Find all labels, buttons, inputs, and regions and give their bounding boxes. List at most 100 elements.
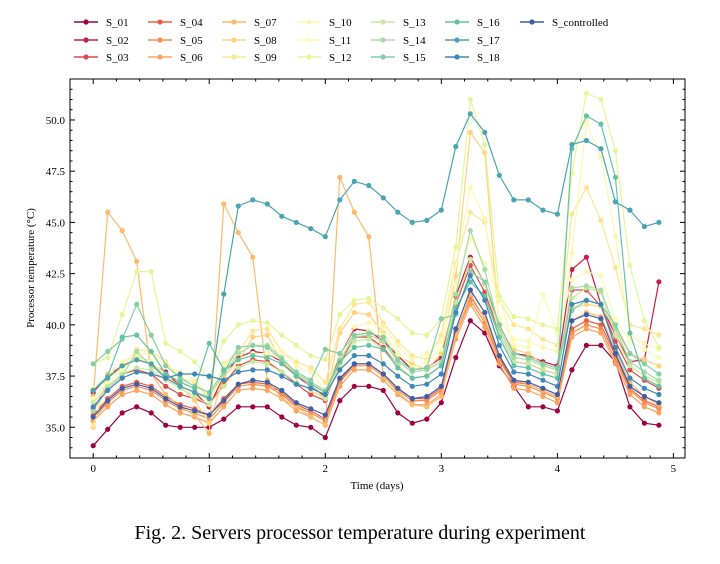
data-point — [656, 383, 662, 389]
data-point — [598, 326, 604, 332]
legend-item: S_09 — [222, 52, 277, 64]
data-point — [148, 361, 154, 367]
data-point — [583, 90, 590, 96]
data-point — [250, 381, 256, 387]
data-point — [438, 346, 444, 352]
data-point — [598, 287, 604, 293]
data-point — [308, 226, 314, 232]
legend-swatch-marker — [380, 19, 386, 25]
data-point — [583, 322, 590, 328]
series-line — [92, 186, 660, 426]
data-point — [380, 361, 386, 367]
series-line — [92, 115, 660, 394]
data-point — [525, 361, 531, 367]
legend-swatch-marker — [83, 37, 89, 43]
data-point — [467, 269, 473, 275]
data-point — [482, 324, 488, 330]
data-point — [351, 361, 357, 367]
data-point — [235, 357, 241, 363]
data-point — [409, 402, 415, 408]
legend-label: S_controlled — [552, 17, 609, 29]
data-point — [293, 219, 299, 225]
data-point — [641, 400, 648, 406]
data-point — [656, 332, 662, 338]
data-point — [467, 273, 473, 279]
data-point — [525, 387, 531, 393]
series-line — [92, 274, 660, 408]
data-point — [192, 371, 198, 377]
data-point — [293, 400, 299, 406]
data-point — [656, 422, 662, 428]
data-point — [453, 262, 459, 268]
data-point — [656, 363, 662, 369]
data-point — [525, 355, 531, 361]
legend-item: S_04 — [148, 17, 203, 29]
data-point — [525, 197, 531, 203]
data-point — [656, 279, 662, 285]
legend-swatch-marker — [83, 19, 89, 25]
data-point — [540, 344, 546, 350]
data-point — [525, 379, 531, 385]
data-point — [612, 322, 619, 328]
legend-label: S_15 — [403, 52, 426, 64]
legend-item: S_03 — [74, 52, 129, 64]
data-point — [453, 291, 459, 297]
data-point — [540, 377, 546, 383]
data-point — [511, 342, 517, 348]
data-point — [308, 369, 314, 375]
figure-caption: Fig. 2. Servers processor temperature du… — [134, 522, 586, 544]
data-point — [438, 207, 444, 213]
data-point — [293, 408, 299, 414]
data-point — [308, 353, 314, 359]
legend-swatch-marker — [306, 19, 312, 25]
series-layer — [90, 90, 662, 449]
data-point — [250, 254, 256, 260]
legend-swatch-marker — [157, 37, 163, 43]
data-point — [380, 305, 386, 311]
legend-label: S_03 — [106, 52, 129, 64]
legend-swatch-marker — [306, 54, 312, 60]
data-point — [163, 371, 169, 377]
data-point — [293, 359, 299, 365]
data-point — [424, 217, 430, 223]
legend-item: S_06 — [148, 52, 203, 64]
data-point — [322, 434, 328, 441]
data-point — [148, 332, 154, 338]
series-s-16 — [90, 113, 662, 395]
data-point — [105, 355, 111, 361]
data-point — [119, 391, 125, 398]
data-point — [627, 359, 633, 365]
data-point — [206, 430, 212, 436]
legend-swatch-marker — [231, 37, 237, 43]
data-point — [177, 404, 183, 410]
data-point — [583, 297, 590, 303]
data-point — [453, 309, 459, 316]
data-point — [641, 404, 648, 410]
data-point — [569, 330, 575, 336]
data-point — [308, 406, 314, 412]
data-point — [482, 279, 488, 285]
data-point — [540, 322, 546, 328]
data-point — [395, 338, 401, 344]
series-s-03 — [90, 262, 662, 412]
data-point — [293, 342, 299, 348]
data-point — [264, 404, 270, 410]
x-tick-label: 1 — [206, 463, 212, 475]
y-tick-label: 35.0 — [46, 422, 66, 434]
data-point — [119, 410, 125, 416]
data-point — [264, 320, 270, 326]
data-point — [366, 182, 372, 189]
data-point — [540, 207, 546, 213]
data-point — [482, 150, 488, 156]
legend-swatch-marker — [231, 19, 237, 25]
data-point — [612, 344, 619, 350]
data-point — [598, 273, 604, 279]
series-line — [92, 92, 660, 380]
legend-swatch-marker — [454, 19, 460, 25]
data-point — [105, 348, 111, 355]
data-point — [627, 350, 633, 357]
x-tick-label: 5 — [671, 463, 677, 475]
data-point — [438, 316, 444, 322]
data-point — [279, 369, 285, 375]
data-point — [627, 391, 633, 398]
